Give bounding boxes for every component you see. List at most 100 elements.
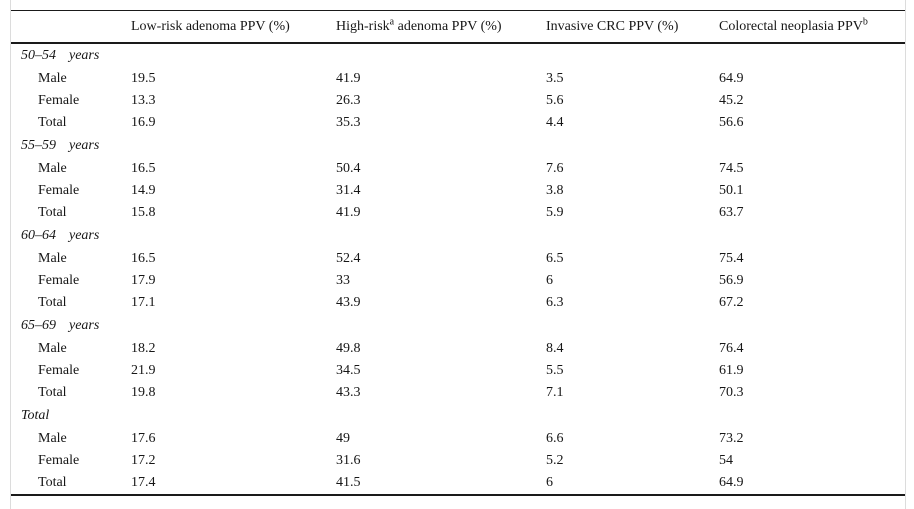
- cell-value: 73.2: [719, 431, 744, 446]
- cell-value: 6.6: [546, 431, 564, 446]
- cell-value: 45.2: [719, 93, 744, 108]
- group-header-row-55-59: 55–59 years: [11, 134, 905, 158]
- cell-value: 64.9: [719, 71, 744, 86]
- cell-value: 16.9: [131, 115, 156, 130]
- row-label: Male: [38, 251, 67, 266]
- cell-value: 49: [336, 431, 350, 446]
- cell-value: 21.9: [131, 363, 156, 378]
- cell-value: 19.8: [131, 385, 156, 400]
- cell-value: 7.6: [546, 161, 564, 176]
- column-header-label: High-risk: [336, 18, 390, 34]
- group-label: Total: [11, 404, 905, 428]
- group-range: Total: [21, 408, 50, 423]
- column-header-label: Colorectal neoplasia PPV: [719, 18, 863, 34]
- cell-value: 33: [336, 273, 350, 288]
- cell-value: 61.9: [719, 363, 744, 378]
- table-row: Female 14.9 31.4 3.8 50.1: [11, 180, 905, 202]
- row-label: Female: [38, 273, 80, 288]
- cell-value: 17.9: [131, 273, 156, 288]
- row-label: Male: [38, 71, 67, 86]
- cell-value: 8.4: [546, 341, 564, 356]
- cell-value: 16.5: [131, 161, 156, 176]
- row-label: Total: [38, 295, 67, 310]
- group-range: 60–64: [21, 228, 56, 243]
- cell-value: 52.4: [336, 251, 361, 266]
- row-label: Female: [38, 363, 80, 378]
- cell-value: 5.5: [546, 363, 564, 378]
- group-unit: years: [69, 228, 100, 243]
- table-frame: Low-risk adenoma PPV (%) High-riska aden…: [10, 0, 906, 509]
- cell-value: 67.2: [719, 295, 744, 310]
- group-unit: years: [69, 318, 100, 333]
- cell-value: 17.6: [131, 431, 156, 446]
- cell-value: 6.5: [546, 251, 564, 266]
- cell-value: 3.5: [546, 71, 564, 86]
- table-row: Total 19.8 43.3 7.1 70.3: [11, 382, 905, 404]
- group-range: 65–69: [21, 318, 56, 333]
- cell-value: 19.5: [131, 71, 156, 86]
- cell-value: 18.2: [131, 341, 156, 356]
- group-range: 50–54: [21, 48, 56, 63]
- footnote-marker-a: a: [389, 15, 395, 27]
- cell-value: 17.1: [131, 295, 156, 310]
- cell-value: 13.3: [131, 93, 156, 108]
- group-label: 60–64 years: [11, 224, 905, 248]
- row-label: Female: [38, 93, 80, 108]
- column-header-invasive-crc: Invasive CRC PPV (%): [546, 10, 719, 44]
- group-header-row-60-64: 60–64 years: [11, 224, 905, 248]
- row-label: Male: [38, 431, 67, 446]
- column-header-label: Invasive CRC PPV (%): [546, 18, 679, 34]
- row-label: Total: [38, 385, 67, 400]
- cell-value: 64.9: [719, 475, 744, 490]
- cell-value: 49.8: [336, 341, 361, 356]
- table-row: Male 17.6 49 6.6 73.2: [11, 428, 905, 450]
- table-row: Female 17.9 33 6 56.9: [11, 270, 905, 292]
- table-row: Male 16.5 50.4 7.6 74.5: [11, 158, 905, 180]
- cell-value: 34.5: [336, 363, 361, 378]
- row-label: Total: [38, 475, 67, 490]
- table-row: Total 17.4 41.5 6 64.9: [11, 472, 905, 495]
- cell-value: 54: [719, 453, 733, 468]
- group-header-row-65-69: 65–69 years: [11, 314, 905, 338]
- cell-value: 5.9: [546, 205, 564, 220]
- row-label: Total: [38, 115, 67, 130]
- cell-value: 41.9: [336, 205, 361, 220]
- cell-value: 50.4: [336, 161, 361, 176]
- row-label: Male: [38, 161, 67, 176]
- cell-value: 31.6: [336, 453, 361, 468]
- group-header-row-total: Total: [11, 404, 905, 428]
- cell-value: 35.3: [336, 115, 361, 130]
- column-header-low-risk: Low-risk adenoma PPV (%): [131, 10, 336, 44]
- group-unit: years: [69, 48, 100, 63]
- table-row: Total 15.8 41.9 5.9 63.7: [11, 202, 905, 224]
- row-label: Male: [38, 341, 67, 356]
- table-row: Male 19.5 41.9 3.5 64.9: [11, 68, 905, 90]
- cell-value: 6: [546, 273, 553, 288]
- group-label: 55–59 years: [11, 134, 905, 158]
- cell-value: 75.4: [719, 251, 744, 266]
- cell-value: 17.4: [131, 475, 156, 490]
- row-label: Female: [38, 453, 80, 468]
- cell-value: 56.6: [719, 115, 744, 130]
- cell-value: 5.2: [546, 453, 564, 468]
- cell-value: 56.9: [719, 273, 744, 288]
- cell-value: 43.9: [336, 295, 361, 310]
- group-label: 50–54 years: [11, 43, 905, 68]
- group-header-row-50-54: 50–54 years: [11, 43, 905, 68]
- cell-value: 16.5: [131, 251, 156, 266]
- ppv-table: Low-risk adenoma PPV (%) High-riska aden…: [11, 10, 905, 496]
- table-header: Low-risk adenoma PPV (%) High-riska aden…: [11, 10, 905, 44]
- cell-value: 15.8: [131, 205, 156, 220]
- table-body: 50–54 years Male 19.5 41.9 3.5 64.9 Femal…: [11, 43, 905, 495]
- cell-value: 26.3: [336, 93, 361, 108]
- cell-value: 43.3: [336, 385, 361, 400]
- row-label: Total: [38, 205, 67, 220]
- cell-value: 7.1: [546, 385, 564, 400]
- cell-value: 70.3: [719, 385, 744, 400]
- column-header-colorectal-neoplasia: Colorectal neoplasia PPVb: [719, 10, 905, 44]
- row-label: Female: [38, 183, 80, 198]
- cell-value: 74.5: [719, 161, 744, 176]
- header-row: Low-risk adenoma PPV (%) High-riska aden…: [11, 10, 905, 44]
- cell-value: 5.6: [546, 93, 564, 108]
- cell-value: 17.2: [131, 453, 156, 468]
